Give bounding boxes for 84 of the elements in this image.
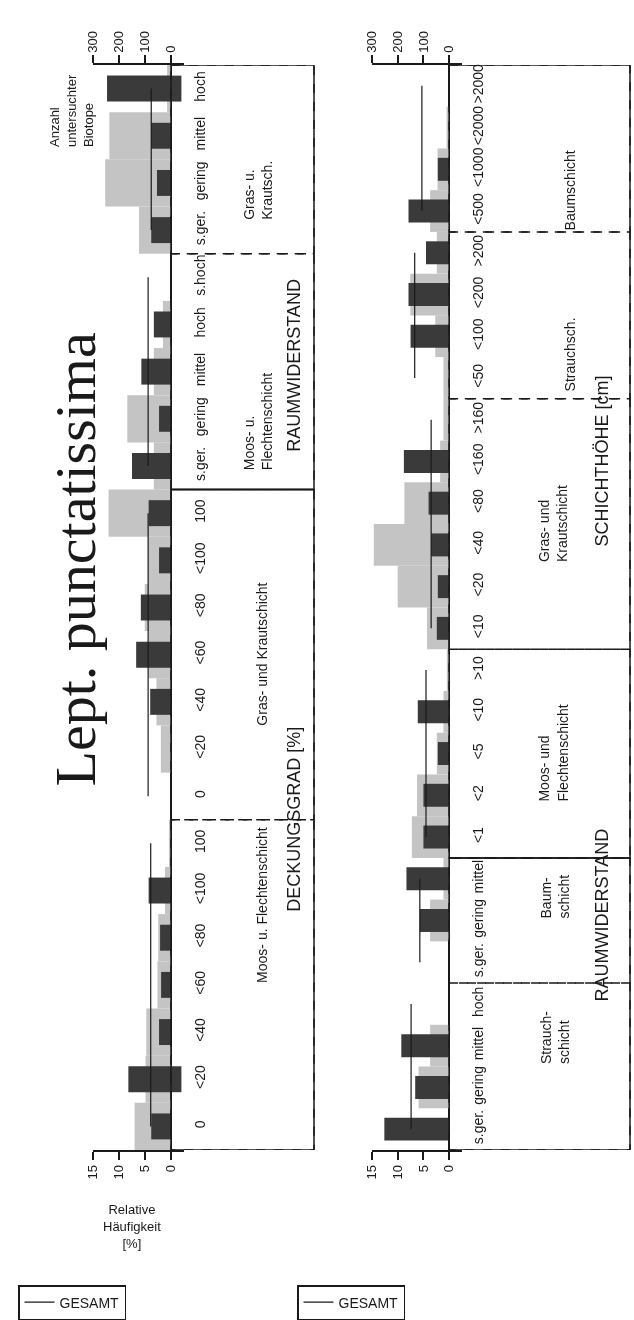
- y-tick-label: <10: [470, 697, 486, 722]
- text: Strauchsch.: [561, 317, 578, 392]
- y-tick-label: hoch: [470, 986, 486, 1018]
- y-tick-label: <40: [192, 687, 208, 712]
- text: Baum- schicht: [537, 874, 572, 919]
- y-tick-label: 0: [192, 790, 208, 798]
- y-tick-label: mittel: [192, 352, 208, 387]
- y-tick-label: >160: [470, 401, 486, 434]
- text: Baumschicht: [561, 150, 578, 231]
- y-tick-label: <100: [192, 542, 208, 574]
- y-tick-label: 100: [192, 829, 208, 853]
- text: Gras- und Krautschicht: [535, 484, 571, 563]
- y-tick-label: gering: [192, 397, 208, 437]
- y-tick-label: <20: [192, 734, 208, 759]
- text: RAUMWIDERSTAND: [591, 828, 612, 1002]
- x2-tick-label: 200: [389, 30, 405, 53]
- x-tick-label: 0: [441, 1164, 457, 1173]
- y-tick-label: <80: [192, 923, 208, 948]
- y-tick-label: <2000: [470, 105, 486, 146]
- y-tick-label: 100: [192, 499, 208, 523]
- y-tick-label: 0: [192, 1120, 208, 1129]
- x2-tick-label: 300: [364, 30, 380, 53]
- y-tick-label: <100: [192, 872, 208, 905]
- y-tick-label: <60: [192, 640, 208, 665]
- x2-tick-label: 0: [163, 45, 179, 53]
- y-tick-label: <500: [470, 192, 486, 225]
- y-tick-label: <1000: [470, 147, 486, 187]
- y-tick-label: gering: [192, 161, 208, 201]
- y-tick-label: <50: [470, 363, 486, 388]
- y-tick-label: gering: [470, 898, 486, 938]
- y-tick-label: <10: [470, 614, 486, 639]
- y-tick-label: <100: [470, 318, 486, 350]
- y-tick-label: <1: [470, 826, 486, 843]
- y-tick-label: <5: [470, 743, 486, 760]
- y-tick-label: mittel: [192, 116, 208, 151]
- x-tick-label: 0: [163, 1164, 179, 1173]
- x-tick-label: 10: [111, 1164, 127, 1180]
- y-tick-label: <200: [470, 276, 486, 309]
- x2-axis-title: Anzahl untersuchter Biotope: [47, 74, 96, 147]
- x2-tick-label: 0: [441, 45, 457, 53]
- y-tick-label: <80: [470, 488, 486, 513]
- x-tick-label: 5: [137, 1164, 153, 1173]
- legend-label: GESAMT: [59, 1294, 120, 1311]
- text: Strauch- schicht: [537, 1010, 573, 1065]
- y-tick-label: >10: [470, 655, 486, 680]
- y-tick-label: gering: [470, 1065, 486, 1105]
- text: SCHICHTHÖHE [cm]: [591, 375, 612, 547]
- x2-tick-label: 300: [85, 30, 101, 53]
- x2-tick-label: 100: [137, 30, 153, 53]
- y-tick-label: s.ger.: [192, 210, 208, 246]
- y-tick-label: hoch: [192, 71, 208, 102]
- y-tick-label: s.ger.: [470, 1109, 486, 1145]
- text: Gras- u. Krautsch.: [241, 160, 276, 220]
- x2-tick-label: 200: [111, 30, 127, 53]
- y-tick-label: <20: [470, 572, 486, 597]
- y-tick-label: hoch: [192, 307, 208, 338]
- y-tick-label: >200: [470, 234, 486, 267]
- x-tick-label: 10: [389, 1164, 405, 1180]
- y-tick-label: <20: [192, 1065, 208, 1090]
- text: Gras- und Krautschicht: [254, 582, 271, 726]
- text: RAUMWIDERSTAND: [284, 279, 305, 452]
- y-tick-label: <40: [470, 530, 486, 555]
- x-tick-label: 15: [364, 1164, 380, 1180]
- x-tick-label: 15: [85, 1164, 101, 1180]
- text: DECKUNGSGRAD [%]: [284, 726, 305, 912]
- y-tick-label: >2000: [470, 63, 486, 104]
- y-tick-label: <2: [470, 785, 486, 802]
- y-tick-label: s.hoch: [192, 254, 208, 296]
- y-tick-label: s.ger.: [470, 942, 486, 978]
- text: Moos- u. Flechtenschicht: [240, 372, 276, 471]
- text: Lept. punctatissima: [42, 332, 108, 787]
- y-tick-label: mittel: [470, 1026, 486, 1061]
- x-tick-label: 5: [415, 1164, 431, 1173]
- legend-label: GESAMT: [338, 1294, 399, 1311]
- text: Moos- und Flechtenschicht: [536, 704, 571, 802]
- y-tick-label: mittel: [470, 859, 486, 894]
- y-tick-label: <60: [192, 970, 208, 995]
- x2-tick-label: 100: [415, 30, 431, 53]
- x-axis-title: Relative Häufigkeit [%]: [103, 1202, 162, 1251]
- y-tick-label: s.ger.: [192, 446, 208, 482]
- y-tick-label: <160: [470, 443, 486, 476]
- y-tick-label: <80: [192, 593, 208, 618]
- text: Moos- u. Flechtenschicht: [254, 827, 271, 983]
- y-tick-label: <40: [192, 1017, 208, 1042]
